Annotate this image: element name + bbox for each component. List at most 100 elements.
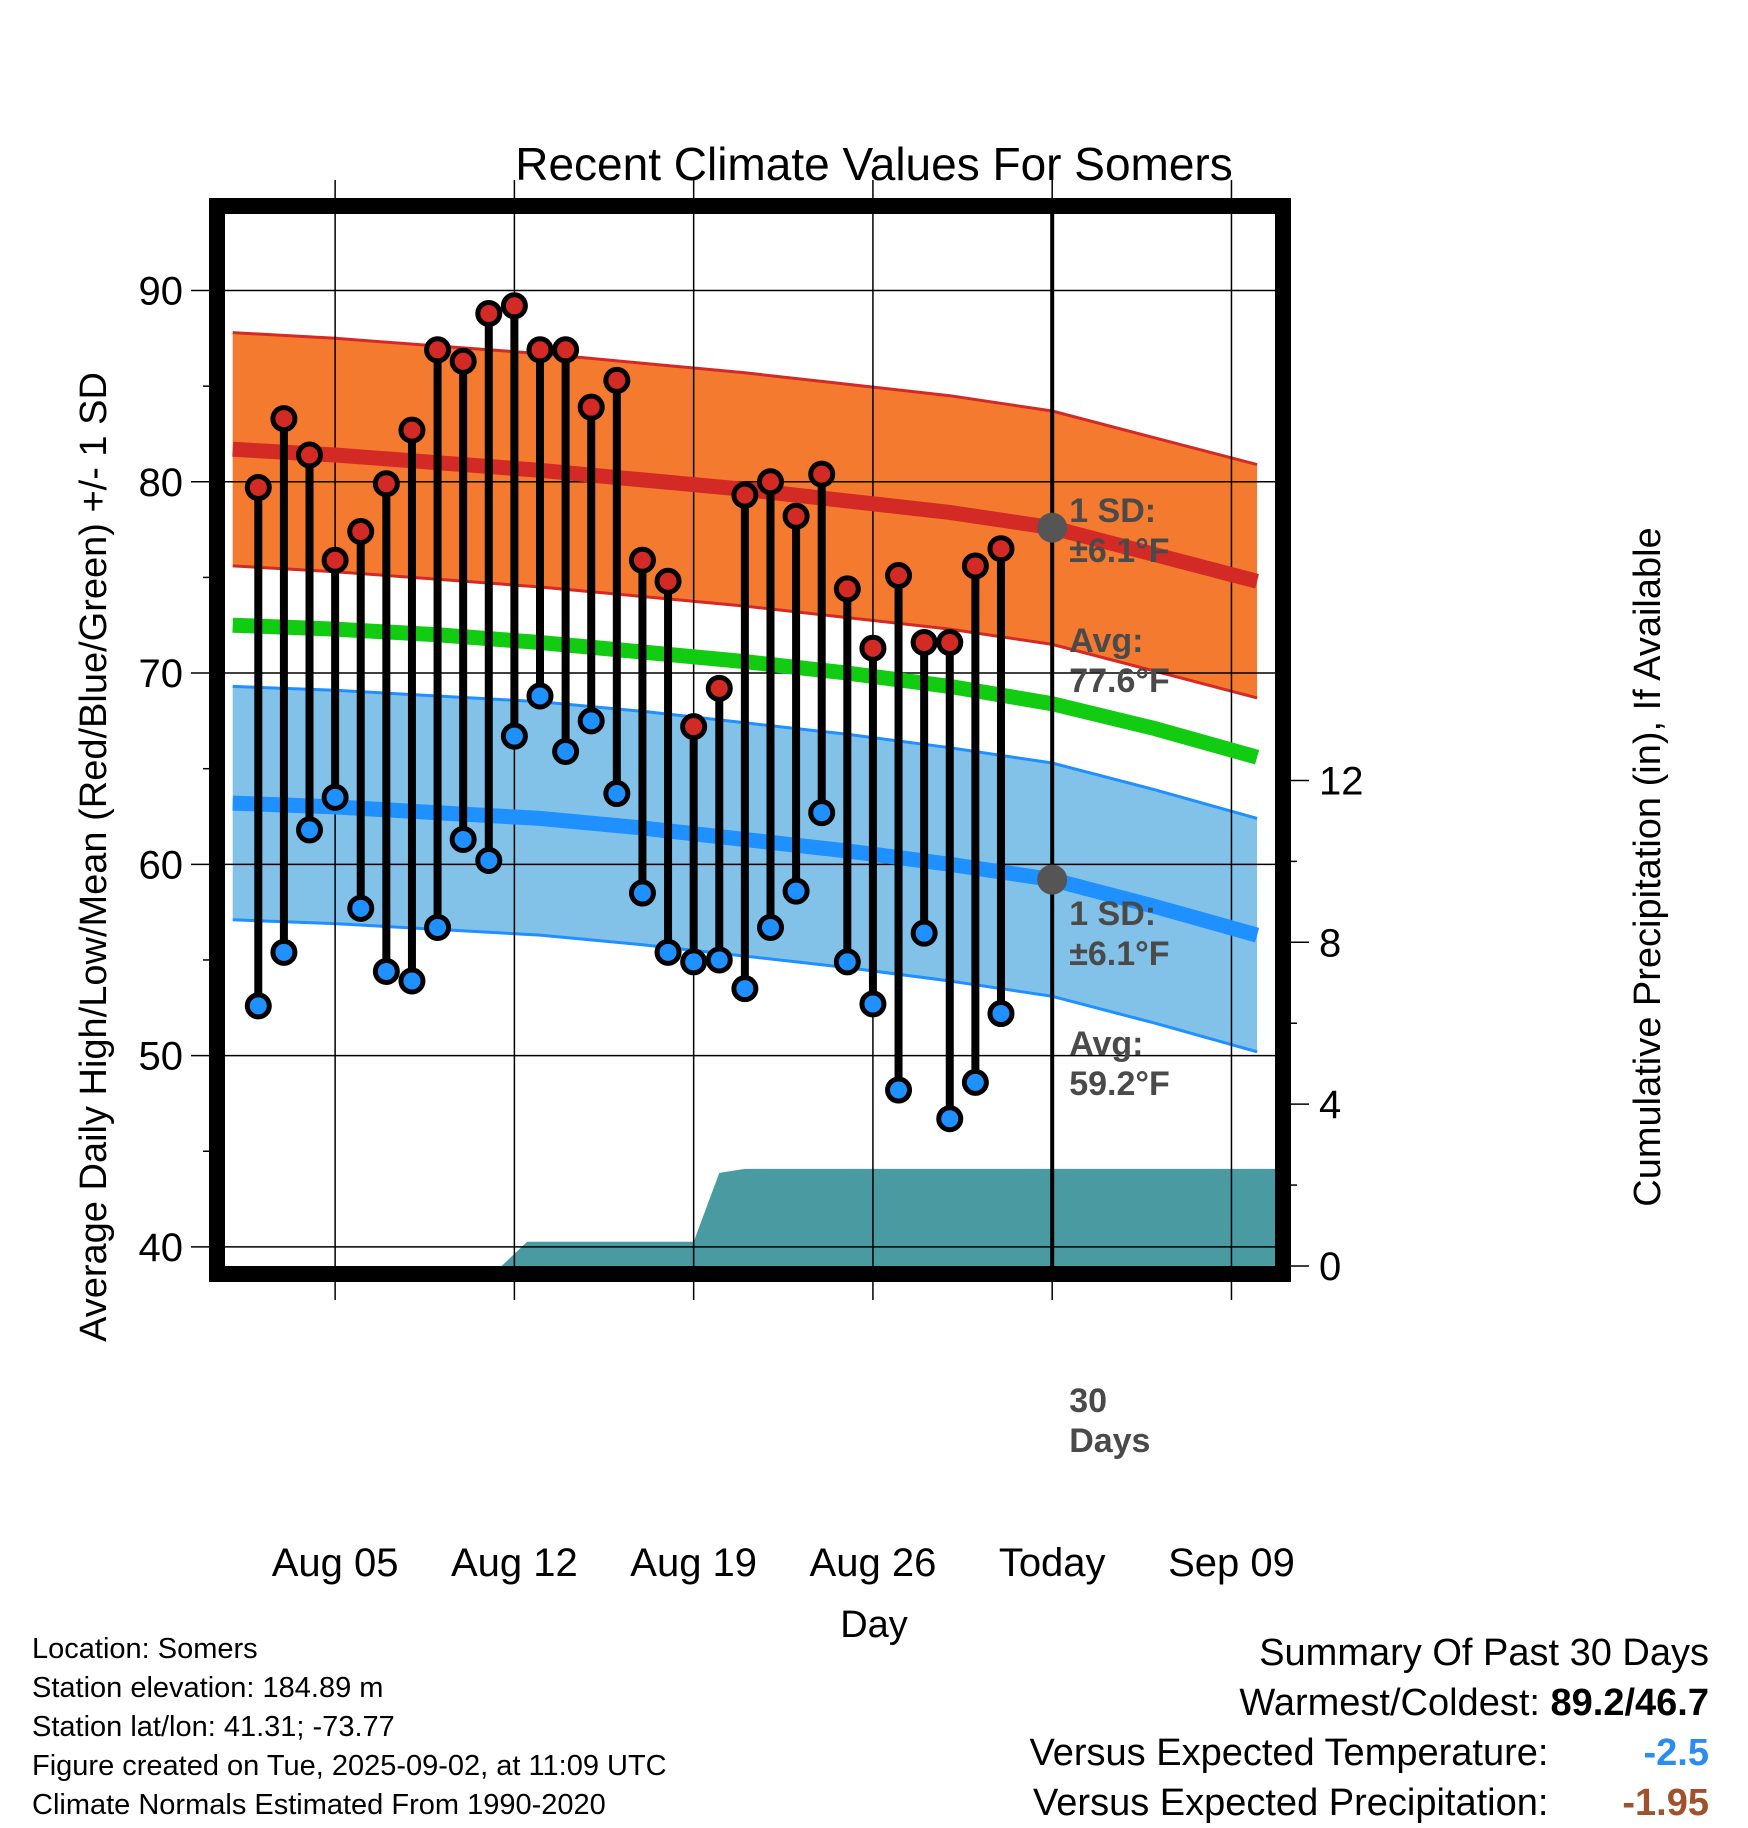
daily-low-point (526, 682, 554, 710)
precip-departure-label: Versus Expected Precipitation: (1033, 1782, 1549, 1824)
daily-low-point (500, 722, 528, 750)
daily-low-point (372, 957, 400, 985)
y2-tick-label: 12 (1319, 759, 1364, 803)
precip-days-annotation: Days (1069, 1422, 1150, 1460)
daily-low-point (987, 1000, 1015, 1028)
daily-high-point (654, 567, 682, 595)
daily-low-point (347, 894, 375, 922)
daily-low-point (859, 990, 887, 1018)
daily-low-point (936, 1105, 964, 1133)
daily-high-point (859, 634, 887, 662)
daily-high-point (500, 292, 528, 320)
low-sd-annotation: ±6.1°F (1069, 935, 1169, 973)
daily-high-point (321, 546, 349, 574)
daily-low-point (731, 975, 759, 1003)
daily-low-point (603, 780, 631, 808)
daily-high-point (552, 336, 580, 364)
daily-low-point (680, 948, 708, 976)
daily-low-point (885, 1076, 913, 1104)
daily-high-point (577, 393, 605, 421)
x-tick-label: Sep 09 (1168, 1541, 1295, 1585)
y-tick-label: 80 (139, 461, 184, 505)
y2-tick-label: 0 (1319, 1245, 1341, 1289)
latlon-text: Station lat/lon: 41.31; -73.77 (32, 1711, 395, 1743)
daily-high-point (885, 562, 913, 590)
summary-heading: Summary Of Past 30 Days (1259, 1632, 1709, 1674)
warm-cold-label: Warmest/Coldest: (1239, 1682, 1540, 1724)
high-sd-annotation: 1 SD: (1069, 492, 1156, 530)
temp-departure-value: -2.5 (1643, 1732, 1709, 1774)
daily-low-point (705, 946, 733, 974)
daily-high-point (475, 299, 503, 327)
y-tick-label: 70 (139, 652, 184, 696)
normals-text: Climate Normals Estimated From 1990-2020 (32, 1789, 606, 1821)
high-sd-upper-edge (232, 331, 1258, 467)
y2-tick-label: 4 (1319, 1083, 1341, 1127)
created-text: Figure created on Tue, 2025-09-02, at 11… (32, 1750, 667, 1782)
daily-high-point (449, 347, 477, 375)
daily-low-point (628, 879, 656, 907)
daily-high-point (705, 674, 733, 702)
chart-title: Recent Climate Values For Somers (515, 138, 1233, 190)
daily-high-point (731, 481, 759, 509)
daily-low-point (808, 799, 836, 827)
high-avg-annotation: Avg: (1069, 622, 1143, 660)
daily-high-point (680, 713, 708, 741)
today-low-avg-marker (1037, 864, 1068, 895)
daily-high-point (424, 336, 452, 364)
warm-cold-value: 89.2/46.7 (1550, 1682, 1709, 1724)
temp-departure-label: Versus Expected Temperature: (1029, 1732, 1549, 1774)
elevation-text: Station elevation: 184.89 m (32, 1672, 384, 1704)
daily-low-point (756, 913, 784, 941)
daily-high-point (936, 628, 964, 656)
y2-tick-label: 8 (1319, 921, 1341, 965)
y-tick-label: 50 (139, 1035, 184, 1079)
plot-clipped-group (225, 214, 1275, 1266)
y-tick-label: 40 (139, 1226, 184, 1270)
daily-low-point (244, 992, 272, 1020)
daily-low-point (654, 938, 682, 966)
high-avg-annotation: 77.6°F (1069, 662, 1170, 700)
low-sd-annotation: 1 SD: (1069, 895, 1156, 933)
precip-days-annotation: 30 (1069, 1382, 1107, 1420)
x-tick-label: Aug 26 (810, 1541, 937, 1585)
daily-low-point (424, 913, 452, 941)
daily-high-point (756, 468, 784, 496)
daily-low-point (910, 919, 938, 947)
y-axis-label: Average Daily High/Low/Mean (Red/Blue/Gr… (73, 372, 115, 1342)
high-sd-annotation: ±6.1°F (1069, 532, 1169, 570)
daily-high-point (270, 405, 298, 433)
today-high-avg-marker (1037, 512, 1068, 543)
y-tick-label: 90 (139, 270, 184, 314)
daily-high-point (296, 441, 324, 469)
daily-low-point (577, 707, 605, 735)
daily-low-point (475, 847, 503, 875)
daily-low-point (833, 948, 861, 976)
x-tick-label: Today (999, 1541, 1106, 1585)
daily-high-point (833, 575, 861, 603)
daily-high-point (347, 518, 375, 546)
x-tick-label: Aug 19 (630, 1541, 757, 1585)
daily-high-point (603, 366, 631, 394)
daily-high-point (398, 416, 426, 444)
low-avg-annotation: Avg: (1069, 1025, 1143, 1063)
summary-panel: Summary Of Past 30 Days Warmest/Coldest:… (1030, 1628, 1709, 1828)
daily-low-point (552, 737, 580, 765)
summary-warm-cold: Warmest/Coldest: 89.2/46.7 (1030, 1678, 1709, 1728)
precip-departure-value: -1.95 (1622, 1782, 1709, 1824)
summary-precip-departure: Versus Expected Precipitation: -1.95 (1030, 1778, 1709, 1828)
daily-low-point (449, 825, 477, 853)
location-text: Location: Somers (32, 1633, 258, 1665)
low-avg-annotation: 59.2°F (1069, 1065, 1170, 1103)
x-tick-label: Aug 12 (451, 1541, 578, 1585)
daily-high-point (526, 336, 554, 364)
daily-low-point (321, 783, 349, 811)
daily-low-point (961, 1068, 989, 1096)
daily-high-point (910, 628, 938, 656)
daily-high-point (782, 502, 810, 530)
daily-low-point (296, 816, 324, 844)
daily-high-point (628, 546, 656, 574)
daily-high-point (372, 470, 400, 498)
